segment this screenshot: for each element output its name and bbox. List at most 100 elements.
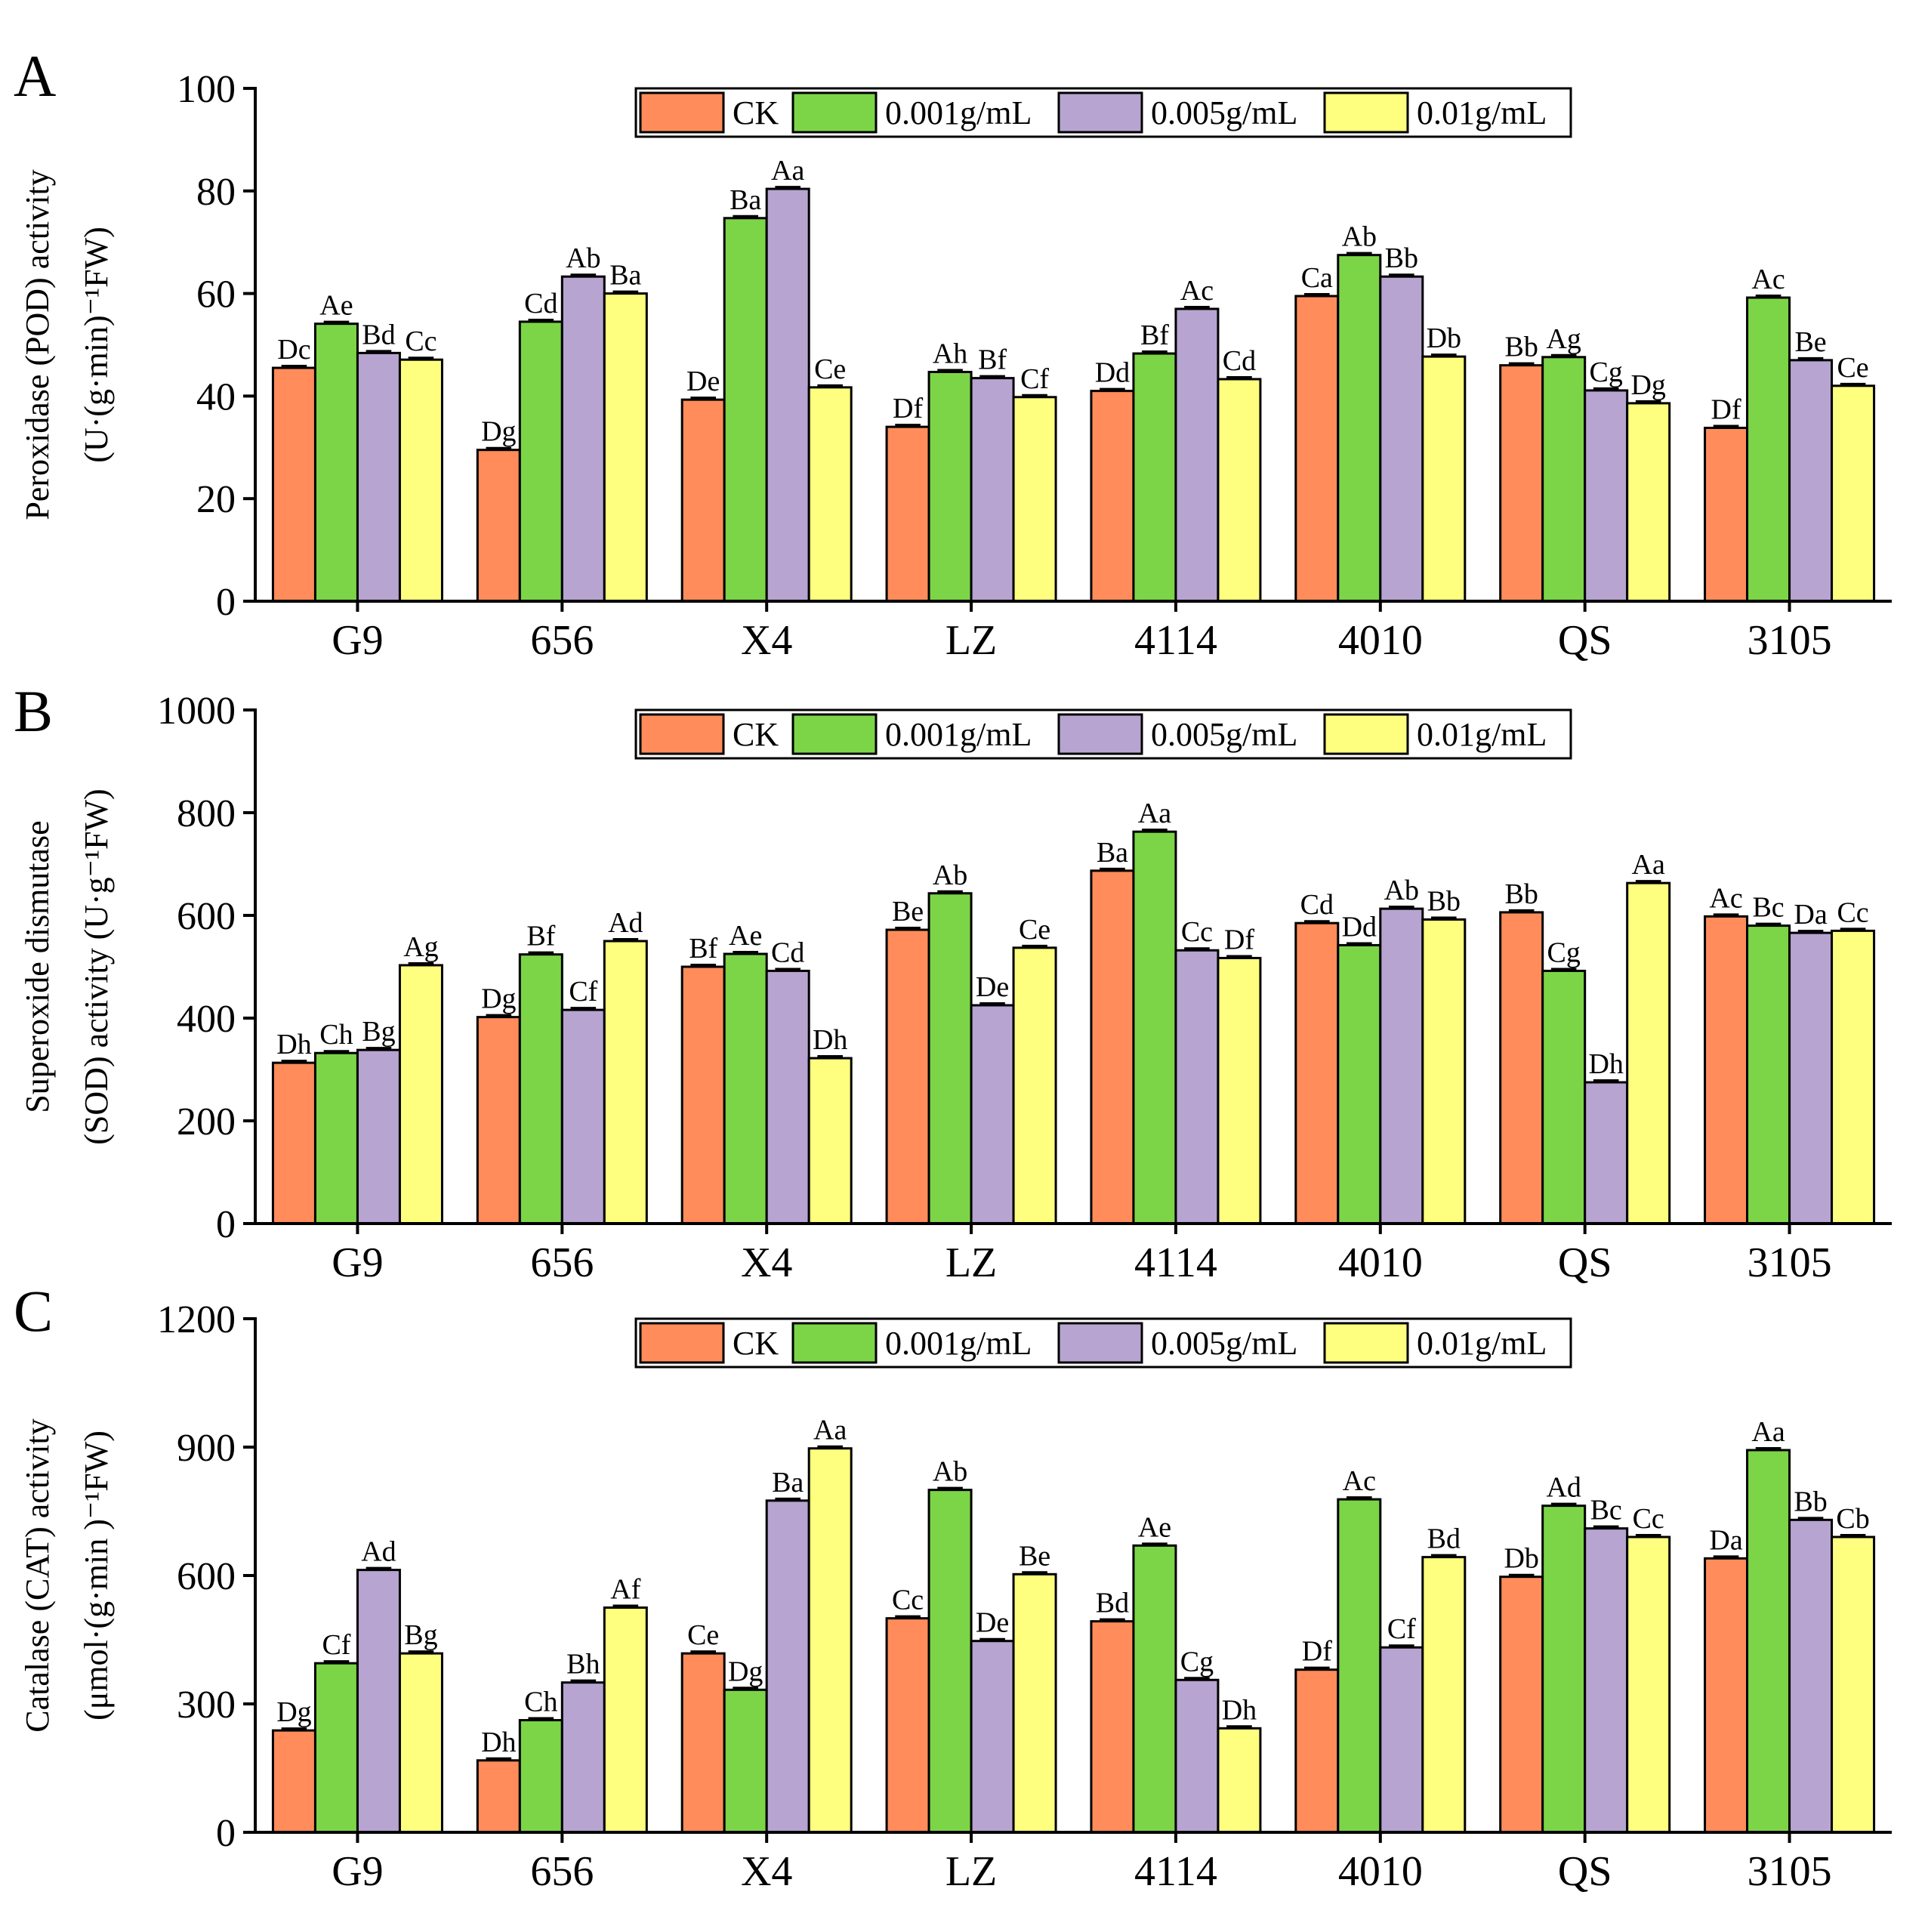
legend-swatch-1: [791, 713, 878, 755]
bar-4010-s0: [1294, 295, 1340, 603]
significance-label: Ba: [772, 1467, 804, 1498]
bar-4114-s0: [1090, 869, 1135, 1225]
bar-656-s2: [560, 275, 606, 603]
bar-G9-s1: [313, 323, 359, 603]
significance-label: De: [976, 1607, 1009, 1639]
bar-QS-s2: [1584, 1081, 1629, 1225]
y-axis-label: Superoxide dismutase: [19, 820, 56, 1113]
significance-label: Bg: [404, 1619, 437, 1651]
significance-label: Ba: [609, 260, 641, 292]
bar-QS-s2: [1584, 389, 1629, 603]
significance-label: Df: [893, 393, 923, 424]
significance-label: Ad: [1546, 1472, 1581, 1504]
significance-label: Cc: [892, 1585, 924, 1616]
y-tick-label: 20: [196, 478, 236, 521]
significance-label: Cc: [1837, 897, 1868, 928]
bar-QS-s3: [1626, 1535, 1671, 1834]
bar-G9-s2: [356, 1048, 401, 1225]
significance-label: Da: [1794, 899, 1827, 931]
x-tick-label: 4010: [1338, 1848, 1423, 1895]
significance-label: Ae: [319, 290, 353, 322]
bar-656-s0: [476, 1759, 521, 1834]
bar-4010-s0: [1294, 921, 1340, 1225]
significance-label: Dg: [481, 416, 516, 448]
significance-label: Ce: [1019, 914, 1050, 946]
x-tick-label: LZ: [945, 1239, 997, 1286]
bar-4010-s2: [1379, 1646, 1424, 1834]
bar-656-s1: [518, 1719, 563, 1834]
bar-4010-s1: [1337, 254, 1382, 603]
bar-3105-s2: [1788, 1518, 1834, 1834]
significance-label: De: [686, 366, 720, 397]
significance-label: Dd: [1095, 357, 1130, 389]
bar-4114-s2: [1174, 1678, 1220, 1834]
significance-label: Cf: [322, 1629, 350, 1661]
bar-3105-s3: [1831, 384, 1876, 603]
significance-label: Cd: [1223, 345, 1256, 377]
legend-swatch-3: [1323, 1322, 1409, 1364]
legend-swatch-2: [1057, 91, 1143, 134]
significance-label: Bc: [1590, 1495, 1622, 1526]
legend-swatch-0: [639, 1322, 725, 1364]
significance-label: Ac: [1709, 882, 1742, 914]
legend: CK 0.001g/mL 0.005g/mL 0.01g/mL: [634, 1317, 1572, 1369]
legend-swatch-0: [639, 91, 725, 134]
bar-656-s1: [518, 953, 563, 1225]
x-tick-label: G9: [332, 617, 383, 664]
significance-label: Df: [1711, 393, 1741, 425]
bar-X4-s2: [765, 969, 810, 1225]
x-tick-label: QS: [1558, 1239, 1612, 1286]
significance-label: Ab: [933, 860, 967, 891]
significance-label: Ce: [814, 353, 846, 385]
legend-label: 0.01g/mL: [1417, 716, 1547, 753]
bar-X4-s3: [807, 1447, 853, 1834]
significance-label: Bb: [1427, 885, 1461, 917]
bar-3105-s1: [1746, 924, 1791, 1225]
bar-LZ-s2: [970, 1640, 1015, 1834]
legend-swatch-3: [1323, 91, 1409, 134]
significance-label: Ab: [1342, 221, 1377, 253]
bar-LZ-s3: [1012, 396, 1057, 603]
significance-label: Ag: [403, 931, 438, 963]
x-tick-label: 656: [530, 1848, 594, 1895]
y-tick-label: 0: [216, 1812, 236, 1855]
bar-LZ-s1: [927, 370, 973, 603]
bar-4010-s2: [1379, 907, 1424, 1225]
legend-label: 0.005g/mL: [1151, 1325, 1297, 1362]
x-tick-label: 4010: [1338, 1239, 1423, 1286]
significance-label: Ad: [361, 1536, 396, 1568]
significance-label: Cf: [1020, 363, 1049, 395]
significance-label: Cf: [569, 976, 597, 1008]
legend-swatch-3: [1323, 713, 1409, 755]
significance-label: Cg: [1547, 937, 1581, 968]
y-tick-label: 800: [177, 792, 236, 835]
significance-label: Aa: [1138, 798, 1171, 829]
significance-label: Aa: [771, 155, 804, 187]
bar-656-s3: [603, 292, 648, 603]
significance-label: Cc: [1633, 1503, 1664, 1535]
bar-G9-s3: [398, 964, 443, 1225]
bar-QS-s2: [1584, 1527, 1629, 1834]
significance-label: Dg: [481, 983, 516, 1015]
significance-label: Ac: [1751, 264, 1785, 295]
x-tick-label: 3105: [1748, 1848, 1832, 1895]
significance-label: Ce: [1837, 352, 1868, 384]
significance-label: Db: [1504, 1543, 1538, 1575]
y-tick-label: 200: [177, 1100, 236, 1143]
bar-G9-s1: [313, 1662, 359, 1834]
bar-LZ-s0: [885, 928, 930, 1225]
legend: CK 0.001g/mL 0.005g/mL 0.01g/mL: [634, 708, 1572, 760]
bar-656-s0: [476, 1016, 521, 1225]
x-tick-label: 4114: [1134, 1239, 1217, 1286]
significance-label: Cf: [1387, 1613, 1416, 1645]
panel-letter: B: [14, 678, 53, 744]
y-axis-label: Peroxidase (POD) activity: [19, 169, 56, 520]
bar-4010-s1: [1337, 943, 1382, 1225]
legend-label: CK: [733, 1325, 779, 1362]
bar-656-s2: [560, 1008, 606, 1225]
significance-label: Dd: [1342, 911, 1377, 943]
y-tick-label: 0: [216, 1203, 236, 1246]
bar-G9-s2: [356, 351, 401, 603]
significance-label: Ab: [566, 242, 600, 274]
